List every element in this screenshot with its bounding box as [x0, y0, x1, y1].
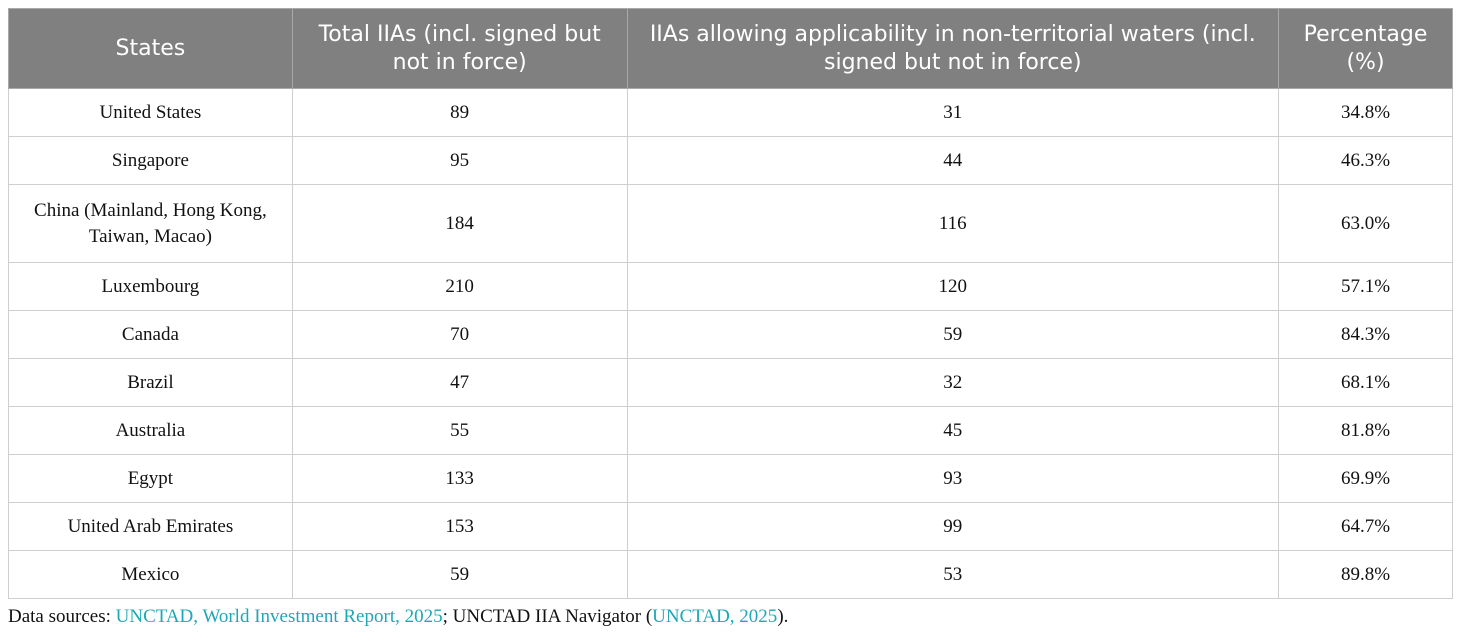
- cell-total-iias: 184: [291, 184, 628, 263]
- cell-total-iias: 59: [291, 550, 628, 599]
- cell-total-iias: 210: [291, 262, 628, 311]
- table-row: United Arab Emirates 153 99 64.7%: [8, 502, 1453, 551]
- cell-state: Brazil: [8, 358, 293, 407]
- cell-percentage: 68.1%: [1278, 358, 1453, 407]
- cell-total-iias: 47: [291, 358, 628, 407]
- cell-non-territorial-iias: 93: [626, 454, 1280, 503]
- table-row: Mexico 59 53 89.8%: [8, 550, 1453, 599]
- footnote: Data sources: UNCTAD, World Investment R…: [8, 606, 788, 628]
- cell-non-territorial-iias: 99: [626, 502, 1280, 551]
- cell-percentage: 63.0%: [1278, 184, 1453, 263]
- header-total-iias: Total IIAs (incl. signed but not in forc…: [291, 8, 628, 89]
- cell-percentage: 89.8%: [1278, 550, 1453, 599]
- table-row: China (Mainland, Hong Kong, Taiwan, Maca…: [8, 184, 1453, 263]
- cell-state: United Arab Emirates: [8, 502, 293, 551]
- footnote-link-unctad[interactable]: UNCTAD, 2025: [652, 606, 778, 627]
- cell-state: United States: [8, 88, 293, 137]
- cell-non-territorial-iias: 32: [626, 358, 1280, 407]
- cell-non-territorial-iias: 44: [626, 136, 1280, 185]
- cell-percentage: 46.3%: [1278, 136, 1453, 185]
- cell-total-iias: 89: [291, 88, 628, 137]
- table-row: Egypt 133 93 69.9%: [8, 454, 1453, 503]
- cell-non-territorial-iias: 53: [626, 550, 1280, 599]
- cell-state: Singapore: [8, 136, 293, 185]
- cell-percentage: 57.1%: [1278, 262, 1453, 311]
- header-states: States: [8, 8, 293, 89]
- cell-state: Egypt: [8, 454, 293, 503]
- footnote-middle: ; UNCTAD IIA Navigator (: [442, 606, 653, 627]
- cell-percentage: 34.8%: [1278, 88, 1453, 137]
- table-row: Singapore 95 44 46.3%: [8, 136, 1453, 185]
- header-percentage: Percentage (%): [1278, 8, 1453, 89]
- header-row: States Total IIAs (incl. signed but not …: [8, 8, 1453, 89]
- cell-non-territorial-iias: 59: [626, 310, 1280, 359]
- table-row: United States 89 31 34.8%: [8, 88, 1453, 137]
- header-iias-non-territorial: IIAs allowing applicability in non-terri…: [626, 8, 1280, 89]
- cell-state: Mexico: [8, 550, 293, 599]
- cell-state: Luxembourg: [8, 262, 293, 311]
- cell-non-territorial-iias: 45: [626, 406, 1280, 455]
- cell-state: Australia: [8, 406, 293, 455]
- footnote-link-wir[interactable]: UNCTAD, World Investment Report, 2025: [115, 606, 443, 627]
- table-row: Canada 70 59 84.3%: [8, 310, 1453, 359]
- cell-percentage: 81.8%: [1278, 406, 1453, 455]
- cell-total-iias: 153: [291, 502, 628, 551]
- footnote-prefix: Data sources:: [8, 606, 116, 627]
- cell-state: Canada: [8, 310, 293, 359]
- cell-total-iias: 133: [291, 454, 628, 503]
- cell-non-territorial-iias: 31: [626, 88, 1280, 137]
- data-table: States Total IIAs (incl. signed but not …: [8, 8, 1453, 599]
- cell-percentage: 69.9%: [1278, 454, 1453, 503]
- cell-percentage: 64.7%: [1278, 502, 1453, 551]
- cell-total-iias: 70: [291, 310, 628, 359]
- cell-state: China (Mainland, Hong Kong, Taiwan, Maca…: [8, 184, 293, 263]
- footnote-suffix: ).: [777, 606, 789, 627]
- table-row: Luxembourg 210 120 57.1%: [8, 262, 1453, 311]
- cell-percentage: 84.3%: [1278, 310, 1453, 359]
- table-row: Brazil 47 32 68.1%: [8, 358, 1453, 407]
- cell-total-iias: 95: [291, 136, 628, 185]
- cell-non-territorial-iias: 120: [626, 262, 1280, 311]
- cell-total-iias: 55: [291, 406, 628, 455]
- table-row: Australia 55 45 81.8%: [8, 406, 1453, 455]
- cell-non-territorial-iias: 116: [626, 184, 1280, 263]
